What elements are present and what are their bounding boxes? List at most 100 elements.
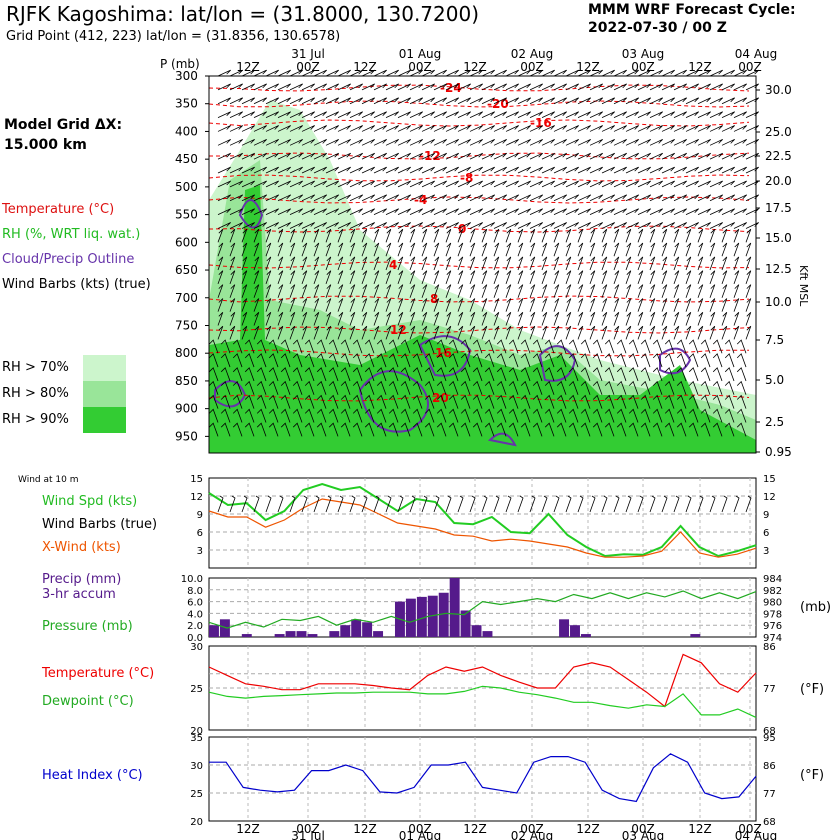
wind-barb: [385, 194, 399, 202]
wind-barb: [745, 256, 752, 271]
wind-barb: [613, 180, 627, 188]
wind-barb: [616, 422, 627, 437]
wind-barb: [289, 194, 303, 202]
wind-barb: [565, 312, 572, 326]
wind-barb: [541, 111, 555, 118]
wind-barb: [712, 353, 723, 368]
wind-barb: [529, 152, 543, 160]
wind-barb: [676, 380, 687, 395]
surface-wind-barb: [709, 495, 716, 513]
wind-barb: [340, 394, 351, 409]
wind-barb: [352, 408, 363, 423]
wind-barb: [337, 270, 344, 285]
wind-barb: [421, 111, 435, 118]
wind-barb: [253, 97, 267, 105]
wind-barb: [481, 180, 495, 188]
wind-barb: [313, 97, 327, 105]
wind-barb: [685, 242, 692, 257]
wind-barb: [517, 325, 524, 340]
surface-wind-barb: [457, 495, 464, 513]
wind-barb: [469, 152, 483, 160]
wind-barb: [373, 228, 380, 243]
bottom-time-label: 12Z: [576, 822, 600, 836]
wind-barb: [409, 83, 423, 91]
axis-tick-label: 68: [763, 817, 776, 828]
wind-barb: [313, 242, 320, 257]
wind-barb: [661, 208, 675, 215]
axis-tick-label: 30: [190, 761, 203, 772]
wind-barb: [724, 408, 735, 423]
wind-barb: [376, 408, 387, 423]
wind-barb: [613, 284, 620, 298]
wind-barb: [328, 422, 339, 437]
wind-barb: [637, 298, 644, 312]
wind-barb: [505, 97, 519, 105]
label-dewpoint: Dewpoint (°C): [42, 694, 134, 709]
wind-barb: [457, 180, 471, 188]
wind-barb: [445, 312, 452, 326]
wind-barb: [409, 180, 423, 188]
wind-barb: [532, 353, 543, 368]
legend-cloud: Cloud/Precip Outline: [2, 252, 135, 267]
wind-barb: [553, 83, 567, 91]
wind-barb: [277, 270, 284, 285]
heat-index-grid: 35 30 25 20 95 86 77 68: [190, 733, 775, 828]
wind-barb: [373, 256, 380, 271]
wind-barb: [220, 422, 231, 437]
wind-barb: [217, 228, 224, 243]
wind-barb: [637, 69, 651, 77]
wind-barb: [445, 139, 459, 146]
top-time-label: 00Z: [631, 60, 655, 74]
surface-wind-barb: [649, 495, 656, 513]
wind-barb: [232, 422, 243, 437]
wind-barb: [673, 284, 680, 298]
top-date-label: 03 Aug: [622, 47, 665, 61]
wind-barb: [676, 422, 687, 437]
wind-barb: [433, 111, 447, 118]
wind-barb: [397, 83, 411, 91]
wind-barb: [385, 125, 399, 132]
wind-barb: [373, 284, 380, 298]
wind-barb: [652, 422, 663, 437]
wind-barb: [592, 380, 603, 395]
wind-barb: [484, 380, 495, 395]
wind-barb: [661, 125, 675, 132]
wind-barb: [565, 270, 572, 285]
wind-barb: [253, 228, 260, 243]
wind-barb: [433, 325, 440, 340]
wind-barb: [340, 353, 351, 368]
wind-barb: [352, 339, 363, 354]
wind-barb: [328, 380, 339, 395]
wind-barb: [265, 166, 279, 174]
wind-barb: [433, 312, 440, 326]
wind-barb: [604, 339, 615, 354]
wind-barb: [289, 166, 303, 174]
surface-wind-barb: [673, 495, 680, 513]
wind-barb: [220, 339, 231, 354]
wind-barb: [337, 180, 351, 188]
wind-barb: [556, 353, 567, 368]
wind-barb: [697, 111, 711, 118]
wind-barb: [673, 152, 687, 160]
wind-barb: [460, 394, 471, 409]
wind-barb: [412, 367, 423, 382]
wind-barb: [580, 408, 591, 423]
wind-barb: [709, 194, 723, 202]
wind-barb: [409, 152, 423, 160]
wind-barb: [472, 380, 483, 395]
wind-barb: [721, 228, 728, 243]
wind-barb: [649, 222, 663, 229]
wind-barb: [673, 180, 687, 188]
wind-barb: [337, 166, 351, 174]
wind-barb: [445, 242, 452, 257]
wind-barb: [541, 256, 548, 271]
wind-barb: [484, 367, 495, 382]
wind-barb: [661, 166, 675, 174]
wind-barb: [637, 152, 651, 160]
wind-barb: [532, 339, 543, 354]
wind-barb: [592, 367, 603, 382]
wind-barb: [469, 325, 476, 340]
wind-barb: [220, 353, 231, 368]
wind-barb: [469, 222, 483, 229]
top-date-label: 02 Aug: [511, 47, 554, 61]
